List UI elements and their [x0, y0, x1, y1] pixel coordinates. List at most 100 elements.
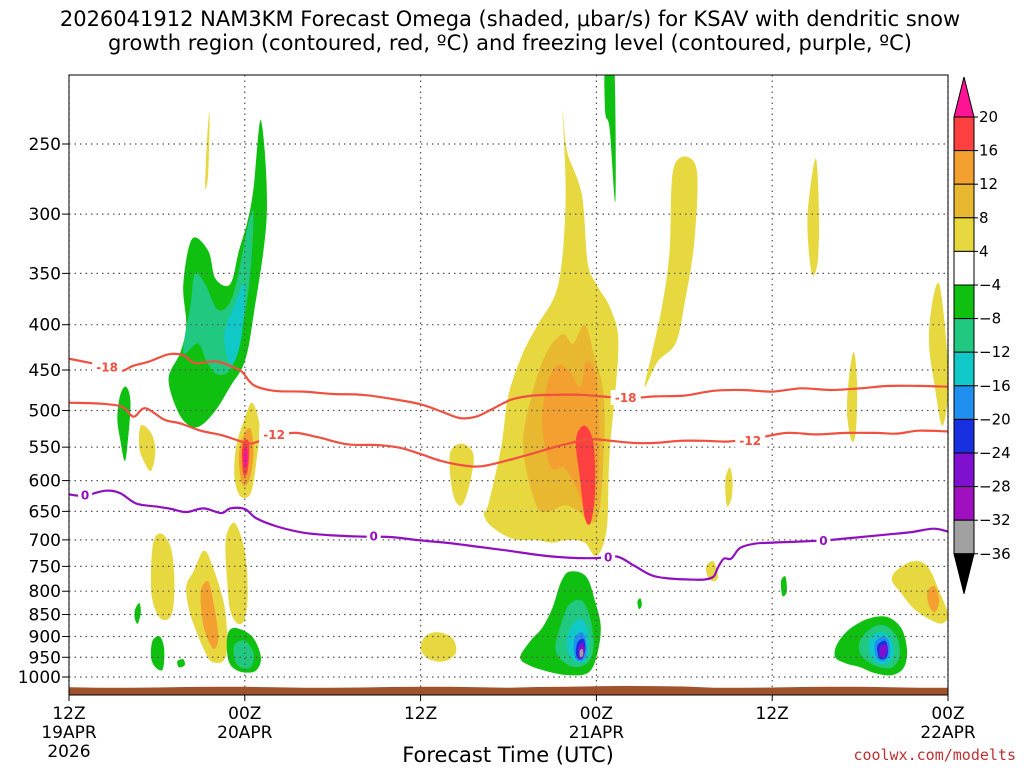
contour-label-bg-7 [816, 532, 831, 548]
contour-label-0: -18 [96, 360, 118, 374]
y-tick-label-350: 350 [29, 264, 61, 284]
contour-label-2: -18 [615, 391, 637, 405]
omega-region-30 [177, 659, 185, 668]
y-tick-label-700: 700 [29, 531, 61, 551]
terrain [69, 685, 948, 695]
omega-region-28 [150, 636, 165, 671]
contour-labels: -18 -12 -18 -12 0 0 0 0 [78, 359, 831, 565]
x-tick-label-48-1: 12Z [756, 704, 789, 724]
x-tick-label-60-2: 22APR [920, 723, 976, 743]
omega-region-9 [243, 446, 248, 468]
grid-lines [68, 75, 949, 695]
omega-region-10 [449, 443, 474, 506]
y-tick-label-900: 900 [29, 627, 61, 647]
omega-region-5 [205, 111, 210, 190]
plot-frame [68, 74, 949, 696]
contour-label-bg-3 [735, 432, 766, 448]
omega-region-31 [420, 632, 457, 662]
colorbar: 20 16 12 8 4 −4 −8 −12 −16 −20 −24 −28 −32 −36 [953, 76, 1011, 594]
y-tick-label-250: 250 [29, 135, 61, 155]
contour-lines [69, 352, 948, 581]
y-tick-label-800: 800 [29, 582, 61, 602]
credit-link[interactable]: coolwx.com/modelts [853, 746, 1016, 764]
dgz-contour-1 [69, 401, 948, 468]
x-tick-label-12-2: 20APR [217, 723, 273, 743]
colorbar-swatch-2 [953, 150, 975, 185]
omega-region-19 [807, 158, 820, 276]
omega-region-20 [846, 352, 858, 442]
contour-label-6: 0 [604, 551, 612, 565]
contour-label-3: -12 [739, 434, 761, 448]
contour-label-bg-2 [610, 389, 641, 405]
y-tick-label-300: 300 [29, 205, 61, 225]
y-tick-label-600: 600 [29, 472, 61, 492]
colorbar-bottom-arrow [953, 553, 975, 594]
colorbar-label-0: 20 [979, 108, 998, 126]
omega-region-4 [139, 425, 156, 472]
y-tick-label-650: 650 [29, 502, 61, 522]
chart-title-line2: growth region (contoured, red, ºC) and f… [108, 31, 912, 55]
colorbar-swatch-4 [953, 217, 975, 252]
colorbar-label-2: 12 [979, 175, 998, 193]
colorbar-swatch-6 [953, 284, 975, 320]
y-tick-label-950: 950 [29, 648, 61, 668]
omega-region-2 [224, 283, 246, 365]
contour-label-bg-0 [92, 359, 123, 375]
y-tick-label-500: 500 [29, 402, 61, 422]
x-tick-label-0-1: 12Z [52, 704, 85, 724]
x-tick-label-24-1: 12Z [404, 704, 437, 724]
omega-shading [117, 75, 948, 676]
omega-region-39 [780, 576, 787, 597]
colorbar-label-10: −24 [979, 444, 1011, 462]
x-tick-label-0-3: 2026 [47, 742, 90, 762]
colorbar-label-3: 8 [979, 209, 989, 227]
omega-region-27 [233, 640, 254, 669]
colorbar-swatch-7 [953, 318, 975, 353]
colorbar-swatch-1 [953, 116, 975, 152]
omega-region-22 [150, 533, 175, 621]
colorbar-label-6: −8 [979, 310, 1001, 328]
contour-label-7: 0 [819, 534, 827, 548]
x-tick-label-36-1: 00Z [580, 704, 613, 724]
colorbar-label-1: 16 [979, 142, 998, 160]
y-tick-label-550: 550 [29, 438, 61, 458]
colorbar-label-9: −20 [979, 410, 1011, 428]
contour-label-4: 0 [81, 489, 89, 503]
y-axis: 2503003504004505005506006507007508008509… [18, 135, 69, 688]
colorbar-label-7: −12 [979, 343, 1011, 361]
colorbar-swatch-5 [953, 250, 975, 286]
y-tick-label-400: 400 [29, 316, 61, 336]
contour-label-bg-6 [601, 549, 616, 565]
x-tick-label-0-2: 19APR [41, 723, 97, 743]
terrain-layer [69, 685, 948, 695]
omega-region-21 [928, 282, 948, 426]
contour-label-bg-1 [259, 427, 290, 443]
contour-label-5: 0 [370, 530, 378, 544]
colorbar-label-12: −32 [979, 511, 1011, 529]
colorbar-label-5: −4 [979, 276, 1001, 294]
x-axis-title: Forecast Time (UTC) [402, 743, 614, 767]
colorbar-swatch-10 [953, 418, 975, 454]
omega-region-3 [117, 386, 131, 461]
omega-region-17 [725, 467, 733, 507]
colorbar-swatch-11 [953, 452, 975, 488]
omega-region-0 [168, 119, 267, 428]
colorbar-swatch-3 [953, 183, 975, 219]
y-tick-label-850: 850 [29, 606, 61, 626]
colorbar-top-arrow [953, 76, 975, 118]
omega-region-25 [225, 522, 248, 625]
colorbar-swatch-8 [953, 351, 975, 387]
omega-region-29 [134, 602, 141, 624]
colorbar-swatch-9 [953, 385, 975, 420]
colorbar-label-4: 4 [979, 242, 989, 260]
colorbar-swatch-12 [953, 486, 975, 521]
omega-region-38 [579, 648, 584, 658]
y-tick-label-450: 450 [29, 361, 61, 381]
dgz-contour-0 [69, 352, 948, 420]
contour-label-bg-4 [78, 487, 93, 503]
colorbar-swatch-13 [953, 519, 975, 555]
chart-title-line1: 2026041912 NAM3KM Forecast Omega (shaded… [60, 7, 960, 31]
contour-label-bg-5 [366, 528, 381, 544]
